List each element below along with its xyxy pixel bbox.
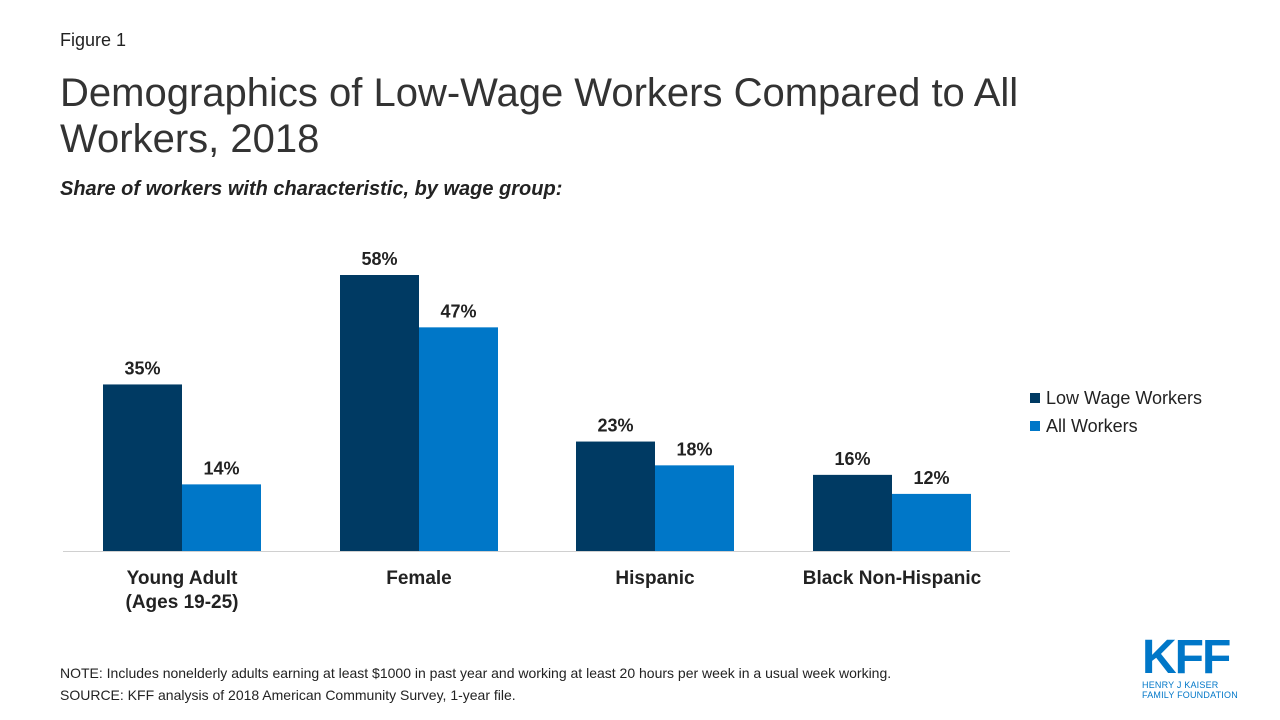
- legend-label-all-workers: All Workers: [1046, 415, 1138, 436]
- bar-low-wage-0: [103, 384, 182, 551]
- source-text: SOURCE: KFF analysis of 2018 American Co…: [60, 687, 516, 703]
- bar-all-workers-1: [419, 327, 498, 551]
- data-label-low-wage-1: 58%: [361, 249, 397, 269]
- logo-line-1: HENRY J KAISER: [1142, 680, 1219, 690]
- kff-logo: KFF HENRY J KAISER FAMILY FOUNDATION: [1142, 631, 1238, 701]
- bar-all-workers-3: [892, 493, 971, 551]
- logo-line-2: FAMILY FOUNDATION: [1142, 690, 1238, 700]
- figure-label: Figure 1: [60, 30, 127, 50]
- category-label-0: Young Adult: [127, 568, 238, 589]
- bar-low-wage-3: [813, 474, 892, 551]
- data-label-all-workers-1: 47%: [440, 301, 476, 321]
- footnotes: NOTE: Includes nonelderly adults earning…: [60, 662, 891, 706]
- category-label-3: Black Non-Hispanic: [803, 568, 982, 589]
- legend-item-all-workers: All Workers: [1030, 412, 1202, 440]
- data-label-low-wage-3: 16%: [834, 449, 870, 469]
- logo-mark: KFF: [1142, 631, 1231, 684]
- legend-label-low-wage: Low Wage Workers: [1046, 387, 1203, 408]
- data-label-all-workers-3: 12%: [913, 468, 949, 488]
- bar-low-wage-2: [576, 441, 655, 551]
- bar-low-wage-1: [340, 275, 419, 551]
- legend-swatch-all-workers: [1030, 421, 1040, 431]
- category-label-0-line-1: (Ages 19-25): [126, 592, 239, 613]
- data-label-low-wage-2: 23%: [597, 416, 633, 436]
- chart-legend: Low Wage Workers All Workers: [1030, 384, 1202, 440]
- category-label-2: Hispanic: [615, 568, 695, 589]
- chart-title: Demographics of Low-Wage Workers Compare…: [60, 71, 1019, 161]
- legend-swatch-low-wage: [1030, 393, 1040, 403]
- bar-all-workers-2: [655, 465, 734, 551]
- category-label-1: Female: [386, 568, 451, 589]
- note-text: NOTE: Includes nonelderly adults earning…: [60, 665, 892, 681]
- data-label-low-wage-0: 35%: [124, 358, 160, 378]
- data-label-all-workers-0: 14%: [203, 458, 239, 478]
- bar-all-workers-0: [182, 484, 261, 551]
- legend-item-low-wage: Low Wage Workers: [1030, 384, 1202, 412]
- data-label-all-workers-2: 18%: [676, 439, 712, 459]
- chart-subtitle: Share of workers with characteristic, by…: [60, 178, 563, 200]
